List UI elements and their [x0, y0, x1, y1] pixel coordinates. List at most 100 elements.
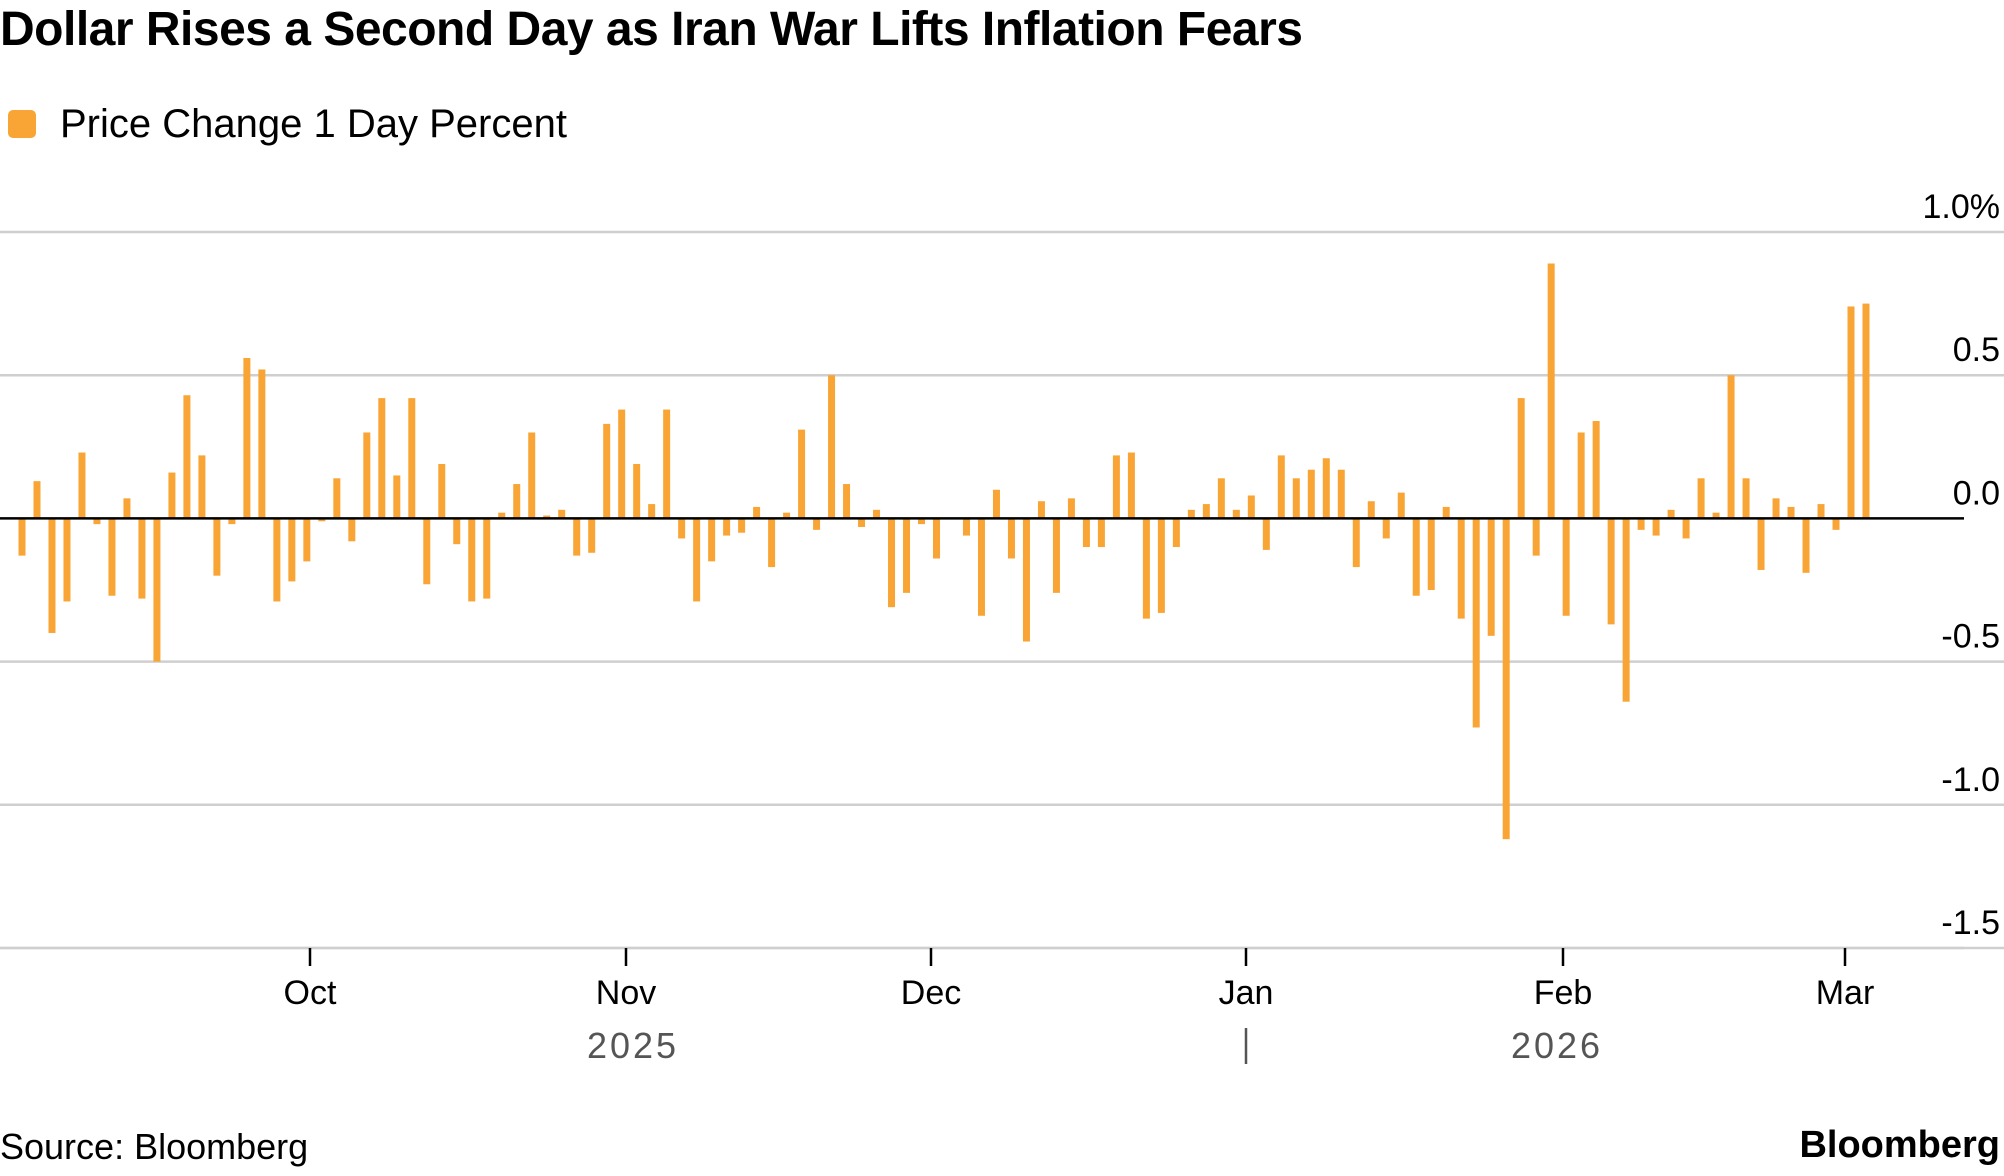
legend-swatch [8, 110, 36, 138]
bar [453, 518, 461, 545]
bar [1682, 518, 1690, 539]
bar [1127, 452, 1135, 519]
bar [798, 429, 806, 519]
bar [693, 518, 701, 602]
bar [1067, 498, 1075, 519]
bar [1757, 518, 1765, 570]
bar [1517, 398, 1525, 519]
bar [1172, 518, 1180, 548]
bar [962, 518, 970, 536]
bar [1052, 518, 1060, 593]
bar [333, 478, 341, 519]
bar [498, 512, 506, 519]
bar [1262, 518, 1270, 550]
x-tick-label: Jan [1219, 974, 1274, 1012]
bar [423, 518, 431, 585]
bar [378, 398, 386, 519]
bar [828, 375, 836, 519]
bar [858, 518, 866, 527]
bar [108, 518, 116, 596]
bar [168, 472, 176, 519]
bar [1412, 518, 1420, 596]
bar [1022, 518, 1030, 642]
y-tick-label: -1.0 [1941, 761, 2000, 799]
bar [813, 518, 821, 530]
bar [1337, 469, 1345, 519]
bar [678, 518, 686, 539]
bar [1292, 478, 1300, 519]
bar [933, 518, 941, 559]
bar [1427, 518, 1435, 590]
bar [663, 409, 671, 519]
bar [1787, 506, 1795, 519]
bar [603, 423, 611, 519]
bar-chart: 1.0% 0.5 0.0 -0.5 -1.0 -1.5 Oct Nov Dec Jan Feb Ma… [0, 188, 2004, 1066]
bar [243, 358, 251, 519]
bar [558, 509, 566, 519]
bar [708, 518, 716, 562]
bar [1742, 478, 1750, 519]
gridlines [0, 230, 2004, 950]
bar [753, 506, 761, 519]
bar [1862, 303, 1870, 519]
bar [78, 452, 86, 519]
bar [123, 498, 131, 519]
bar [1772, 498, 1780, 519]
bar [1547, 263, 1555, 519]
bar [1532, 518, 1540, 556]
bar [723, 518, 731, 536]
bar [348, 518, 356, 542]
bar [1442, 506, 1450, 519]
bar [1112, 455, 1120, 519]
bar [573, 518, 581, 556]
x-tick-label: Mar [1816, 974, 1875, 1012]
bar [888, 518, 896, 608]
bar [918, 518, 926, 525]
bar [288, 518, 296, 582]
bar [513, 484, 521, 519]
bar [633, 463, 641, 519]
bar [843, 484, 851, 519]
bar [63, 518, 71, 602]
bar [138, 518, 146, 599]
bar [1322, 458, 1330, 519]
bar [903, 518, 911, 593]
bar [1817, 504, 1825, 519]
bar [408, 398, 416, 519]
bloomberg-logo: Bloomberg [1799, 1124, 2000, 1166]
bar [648, 504, 656, 519]
bar [1307, 469, 1315, 519]
bar [1007, 518, 1015, 559]
bar [483, 518, 491, 599]
bar [1382, 518, 1390, 539]
bar [318, 518, 326, 522]
source-note: Source: Bloomberg [0, 1126, 309, 1167]
bar [468, 518, 476, 602]
bar [1592, 421, 1600, 519]
x-tick-label: Feb [1534, 974, 1593, 1012]
y-tick-label: 0.5 [1953, 331, 2000, 369]
bar [1202, 504, 1210, 519]
bar [273, 518, 281, 602]
bar [1562, 518, 1570, 616]
bar [1247, 495, 1255, 519]
bar [258, 369, 266, 519]
bar [1397, 492, 1405, 519]
bar [543, 515, 551, 519]
bar [1607, 518, 1615, 625]
x-tick-label: Oct [284, 974, 337, 1012]
bar [528, 432, 536, 519]
bar [393, 475, 401, 519]
x-axis: Oct Nov Dec Jan Feb Mar 2025 2026 [0, 946, 1964, 1066]
bar [1487, 518, 1495, 636]
bar [1217, 478, 1225, 519]
bar [1637, 518, 1645, 530]
bar [873, 509, 881, 519]
bar-series [18, 263, 1870, 840]
bar [1367, 501, 1375, 519]
bar [1142, 518, 1150, 619]
year-label: 2026 [1511, 1025, 1603, 1066]
bar [977, 518, 985, 616]
bar [618, 409, 626, 519]
bar [33, 481, 41, 519]
